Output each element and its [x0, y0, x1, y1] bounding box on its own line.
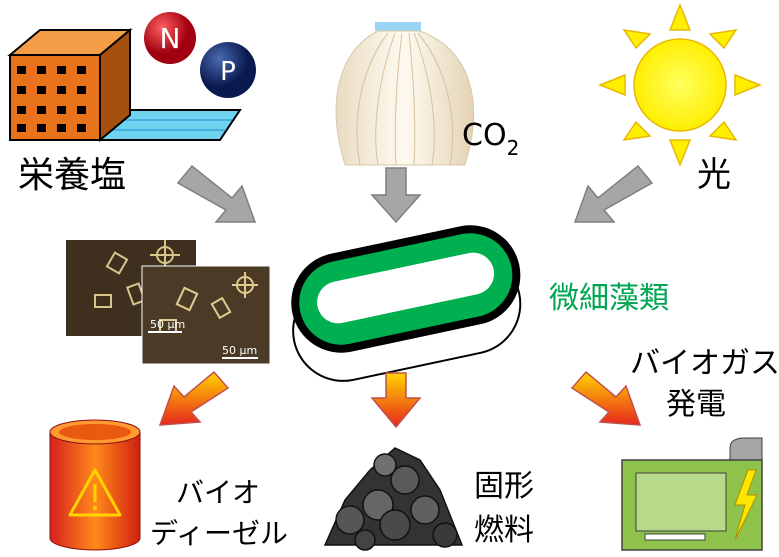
co2-source-icon: [336, 22, 473, 165]
coal-icon: [325, 448, 462, 550]
output-arrows: [160, 372, 640, 427]
solid-fuel-label: 固形: [474, 469, 534, 504]
scale-label: 50 μm: [222, 344, 257, 357]
generator-icon: [622, 438, 762, 550]
biogas-label: 発電: [666, 387, 726, 422]
sun-icon: [600, 5, 760, 165]
p-label: P: [220, 57, 236, 87]
biodiesel-label: バイオ: [176, 476, 260, 509]
microalgae-label: 微細藻類: [549, 281, 669, 316]
input-arrows: [178, 166, 652, 222]
co2-label: CO2: [462, 118, 519, 160]
algae-cell-icon: [278, 216, 535, 390]
co2-subscript: 2: [507, 136, 520, 160]
scale-label: 50 μm: [150, 318, 185, 331]
solid-fuel-label: 燃料: [474, 513, 534, 548]
light-label: 光: [697, 155, 731, 195]
biodiesel-label: ディーゼル: [150, 517, 288, 550]
nutrients-label: 栄養塩: [18, 155, 126, 196]
co2-text: CO: [462, 118, 507, 153]
n-label: N: [160, 22, 181, 55]
diagram: N P 栄養塩 CO2 光: [0, 0, 779, 557]
barrel-icon: [50, 420, 140, 550]
biogas-label: バイオガス: [630, 346, 779, 381]
